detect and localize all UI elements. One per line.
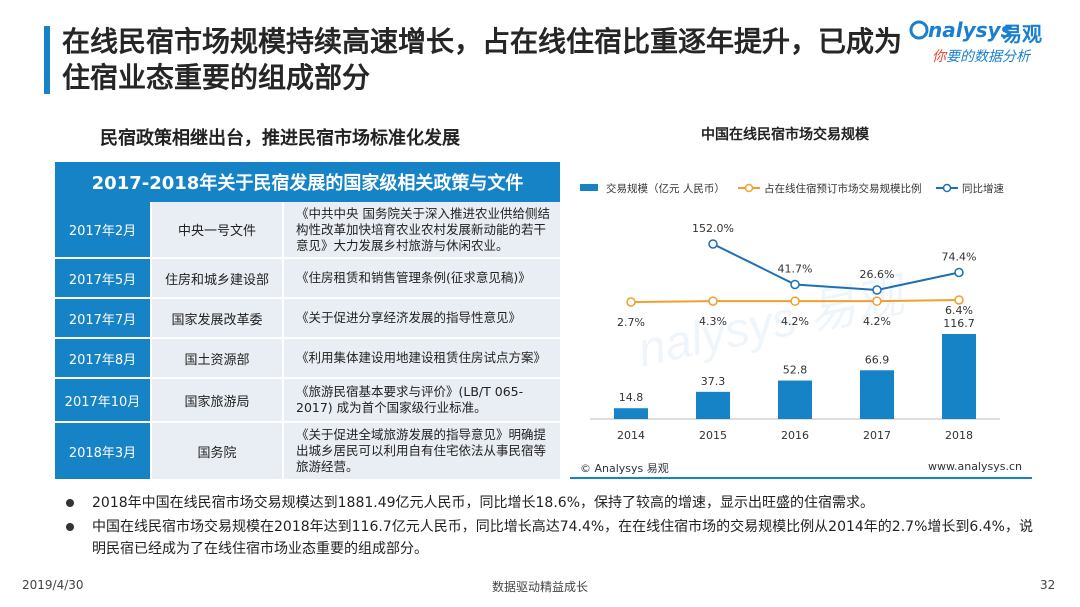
row-date: 2018年3月 — [55, 423, 152, 479]
bar-2016 — [778, 380, 812, 419]
growth-point-2015 — [708, 239, 718, 249]
list-item: 中国在线民宿市场交易规模在2018年达到116.7亿元人民币，同比增长高达74.… — [60, 516, 1040, 560]
x-tick-2016: 2016 — [781, 429, 809, 442]
x-tick-2015: 2015 — [699, 429, 727, 442]
row-doc: 《关于促进分享经济发展的指导性意见》 — [284, 299, 560, 337]
legend-swatch-0 — [580, 184, 598, 191]
x-tick-2017: 2017 — [863, 429, 891, 442]
logo-brand-en: nalysys — [928, 18, 1013, 42]
analysys-logo: nalysys 易观 你要的数据分析 — [909, 18, 1062, 68]
logo-brand-cn: 易观 — [1002, 22, 1042, 46]
bullet-text: 中国在线民宿市场交易规模在2018年达到116.7亿元人民币，同比增长高达74.… — [92, 519, 1033, 557]
title-accent-bar — [44, 26, 50, 94]
growth-line — [712, 243, 960, 292]
share-point-2015 — [708, 296, 718, 306]
growth-point-2018 — [954, 267, 964, 278]
row-date: 2017年10月 — [55, 379, 152, 421]
row-date: 2017年5月 — [55, 259, 152, 297]
growth-label-2016: 41.7% — [778, 262, 813, 275]
share-label-2015: 4.3% — [699, 315, 727, 328]
chart-source-left: © Analysys 易观 — [580, 462, 669, 475]
row-dept: 国家旅游局 — [152, 379, 284, 421]
bar-label-2014: 14.8 — [619, 391, 644, 404]
chart-title: 中国在线民宿市场交易规模 — [701, 127, 869, 143]
summary-bullets: 2018年中国在线民宿市场交易规模达到1881.49亿元人民币，同比增长18.6… — [60, 492, 1040, 562]
legend-marker-1 — [744, 183, 754, 193]
growth-point-2017 — [872, 285, 882, 295]
share-point-2018 — [954, 295, 964, 305]
row-date: 2017年2月 — [55, 202, 152, 257]
row-doc: 《住房租赁和销售管理条例(征求意见稿)》 — [284, 259, 560, 297]
bar-label-2018: 116.7 — [943, 317, 975, 330]
list-item: 2018年中国在线民宿市场交易规模达到1881.49亿元人民币，同比增长18.6… — [60, 492, 1040, 514]
legend-label-2: 同比增速 — [962, 182, 1004, 195]
row-date: 2017年8月 — [55, 339, 152, 377]
share-label-2014: 2.7% — [617, 316, 645, 329]
analysys-a-icon — [909, 20, 929, 40]
legend-label-1: 占在线住宿预订市场交易规模比例 — [764, 182, 922, 195]
x-tick-2018: 2018 — [945, 429, 973, 442]
row-doc: 《关于促进全域旅游发展的指导意见》明确提出城乡居民可以利用自有住宅依法从事民宿等… — [284, 423, 560, 479]
logo-slogan-first: 你 — [932, 49, 946, 65]
chart-source-right: www.analysys.cn — [928, 460, 1022, 473]
logo-slogan-rest: 要的数据分析 — [946, 49, 1030, 65]
table-row: 2018年3月 国务院 《关于促进全域旅游发展的指导意见》明确提出城乡居民可以利… — [55, 423, 560, 481]
table-row: 2017年10月 国家旅游局 《旅游民宿基本要求与评价》(LB/T 065-20… — [55, 379, 560, 423]
growth-label-2018: 74.4% — [942, 250, 977, 263]
policy-subtitle: 民宿政策相继出台，推进民宿市场标准化发展 — [100, 128, 460, 149]
bar-2017 — [860, 370, 894, 419]
share-point-2014 — [626, 297, 636, 307]
row-dept: 国务院 — [152, 423, 284, 479]
chart-divider — [570, 477, 1032, 479]
x-tick-2014: 2014 — [617, 429, 645, 442]
bar-2015 — [696, 391, 730, 419]
row-dept: 住房和城乡建设部 — [152, 259, 284, 297]
table-row: 2017年7月 国家发展改革委 《关于促进分享经济发展的指导性意见》 — [55, 299, 560, 339]
policy-table-header: 2017-2018年关于民宿发展的国家级相关政策与文件 — [55, 162, 560, 202]
row-doc: 《利用集体建设用地建设租赁住房试点方案》 — [284, 339, 560, 377]
policy-table: 2017-2018年关于民宿发展的国家级相关政策与文件 2017年2月 中央一号… — [55, 162, 560, 481]
bar-label-2017: 66.9 — [865, 353, 890, 366]
page-title: 在线民宿市场规模持续高速增长，占在线住宿比重逐年提升，已成为住宿业态重要的组成部… — [62, 25, 903, 94]
growth-label-2017: 26.6% — [860, 268, 895, 281]
footer-slogan: 数据驱动精益成长 — [491, 580, 588, 594]
legend-marker-2 — [942, 183, 952, 193]
footer-date: 2019/4/30 — [22, 578, 84, 592]
logo-slogan: 你要的数据分析 — [932, 46, 1030, 66]
bullet-dot-icon — [66, 499, 74, 507]
row-dept: 国家发展改革委 — [152, 299, 284, 337]
share-label-2018: 6.4% — [945, 304, 973, 317]
market-chart: 交易规模（亿元 人民币） 占在线住宿预订市场交易规模比例 同比增速 14.8 2014 3… — [580, 182, 1004, 442]
row-dept: 中央一号文件 — [152, 202, 284, 257]
bar-label-2016: 52.8 — [783, 364, 808, 377]
table-row: 2017年8月 国土资源部 《利用集体建设用地建设租赁住房试点方案》 — [55, 339, 560, 379]
share-label-2017: 4.2% — [863, 315, 891, 328]
row-doc: 《旅游民宿基本要求与评价》(LB/T 065-2017) 成为首个国家级行业标准… — [284, 379, 560, 421]
row-dept: 国土资源部 — [152, 339, 284, 377]
page-number: 32 — [1040, 578, 1056, 592]
bullet-text: 2018年中国在线民宿市场交易规模达到1881.49亿元人民币，同比增长18.6… — [92, 495, 874, 511]
table-row: 2017年5月 住房和城乡建设部 《住房租赁和销售管理条例(征求意见稿)》 — [55, 259, 560, 299]
growth-point-2016 — [790, 279, 800, 290]
bar-2014 — [614, 408, 648, 419]
share-point-2017 — [872, 296, 882, 306]
growth-label-2015: 152.0% — [692, 222, 734, 235]
bullet-dot-icon — [66, 523, 74, 531]
legend-label-0: 交易规模（亿元 人民币） — [606, 182, 725, 195]
share-label-2016: 4.2% — [781, 315, 809, 328]
bar-2018 — [942, 334, 976, 419]
table-row: 2017年2月 中央一号文件 《中共中央 国务院关于深入推进农业供给侧结构性改革… — [55, 202, 560, 259]
share-point-2016 — [790, 296, 800, 306]
row-date: 2017年7月 — [55, 299, 152, 337]
row-doc: 《中共中央 国务院关于深入推进农业供给侧结构性改革加快培育农业农村发展新动能的若… — [284, 202, 560, 257]
bar-label-2015: 37.3 — [701, 375, 726, 388]
